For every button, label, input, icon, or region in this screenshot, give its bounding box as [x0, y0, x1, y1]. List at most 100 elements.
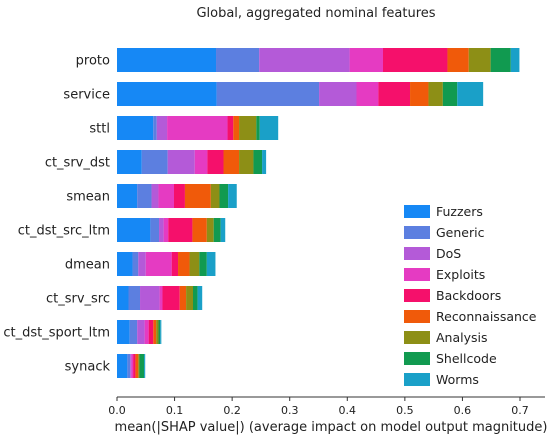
bar-segment-ct-srv-src-shellcode [192, 286, 198, 310]
x-tick-label: 0.0 [108, 404, 126, 417]
y-tick-label: smean [66, 190, 110, 205]
bar-segment-ct-srv-src-backdoors [162, 286, 180, 310]
bar-segment-service-generic [216, 82, 320, 106]
bar-segment-ct-srv-src-analysis [186, 286, 193, 310]
y-tick-label: ct_srv_dst [45, 156, 110, 171]
bar-segment-smean-worms [228, 184, 237, 208]
x-tick-label: 0.5 [396, 404, 414, 417]
bar-segment-proto-generic [216, 48, 260, 72]
bar-segment-synack-worms [144, 354, 146, 378]
bar-segment-service-backdoors [378, 82, 411, 106]
legend-label-analysis: Analysis [436, 330, 488, 345]
bar-segment-ct-srv-src-reconnaissance [179, 286, 187, 310]
bar-segment-proto-shellcode [490, 48, 511, 72]
bar-segment-synack-shellcode [139, 354, 145, 378]
legend-swatch-dos [404, 247, 430, 260]
bar-segment-sttl-shellcode [256, 116, 260, 140]
bar-segment-proto-reconnaissance [447, 48, 469, 72]
bar-segment-service-worms [457, 82, 484, 106]
bar-segment-ct-srv-src-fuzzers [117, 286, 129, 310]
bar-segment-ct-srv-src-dos [140, 286, 160, 310]
legend-swatch-worms [404, 373, 430, 386]
legend-swatch-exploits [404, 268, 430, 281]
y-tick-label: ct_srv_src [46, 292, 110, 307]
bar-segment-ct-srv-dst-backdoors [207, 150, 224, 174]
legend: Fuzzers Generic DoS Exploits Backdoors Reconn… [404, 204, 537, 387]
bar-segment-smean-dos [151, 184, 159, 208]
bar-segment-service-dos [319, 82, 357, 106]
x-axis-label: mean(|SHAP value|) (average impact on mo… [115, 420, 548, 435]
bar-segment-smean-fuzzers [117, 184, 138, 208]
legend-label-generic: Generic [436, 225, 485, 240]
x-tick-label: 0.2 [223, 404, 241, 417]
bar-segment-smean-shellcode [219, 184, 229, 208]
x-tick-label: 0.6 [454, 404, 472, 417]
bar-segment-smean-backdoors [174, 184, 185, 208]
legend-label-backdoors: Backdoors [436, 288, 501, 303]
x-tick-label: 0.1 [166, 404, 184, 417]
bar-segment-proto-backdoors [382, 48, 448, 72]
bar-segment-service-exploits [356, 82, 379, 106]
bar-segment-service-reconnaissance [410, 82, 429, 106]
bar-segment-dmean-worms [206, 252, 216, 276]
bar-segment-synack-analysis [138, 354, 140, 378]
bar-segment-synack-backdoors [133, 354, 136, 378]
bar-segment-smean-analysis [210, 184, 220, 208]
bar-segment-ct-dst-src-ltm-worms [220, 218, 226, 242]
y-tick-label: proto [76, 54, 110, 69]
bar-segment-dmean-exploits [145, 252, 172, 276]
bar-segment-ct-dst-sport-ltm-analysis [156, 320, 159, 344]
bar-segment-ct-srv-dst-fuzzers [117, 150, 142, 174]
chart-title: Global, aggregated nominal features [196, 6, 435, 21]
bar-segment-ct-dst-src-ltm-exploits [163, 218, 169, 242]
y-tick-label: ct_dst_sport_ltm [3, 326, 110, 341]
bar-segment-smean-exploits [158, 184, 174, 208]
bar-segment-sttl-dos [156, 116, 168, 140]
bar-segment-ct-dst-sport-ltm-exploits [144, 320, 149, 344]
bar-segment-sttl-backdoors [227, 116, 234, 140]
bar-segment-sttl-fuzzers [117, 116, 154, 140]
bar-segment-synack-generic [127, 354, 131, 378]
bar-segment-ct-dst-sport-ltm-worms [160, 320, 162, 344]
bar-segment-ct-dst-src-ltm-fuzzers [117, 218, 151, 242]
bar-segment-ct-srv-dst-generic [141, 150, 168, 174]
y-tick-label: synack [65, 360, 111, 375]
bar-segment-dmean-dos [138, 252, 146, 276]
bar-segment-dmean-fuzzers [117, 252, 133, 276]
bar-segment-dmean-reconnaissance [178, 252, 190, 276]
y-tick-label: service [63, 88, 110, 103]
bar-segment-synack-reconnaissance [135, 354, 139, 378]
bar-segment-ct-dst-sport-ltm-reconnaissance [153, 320, 157, 344]
bar-segment-sttl-generic [153, 116, 157, 140]
bar-segment-synack-dos [130, 354, 132, 378]
bar-segment-dmean-shellcode [199, 252, 207, 276]
bar-segment-proto-exploits [349, 48, 383, 72]
bar-segment-ct-dst-src-ltm-reconnaissance [192, 218, 207, 242]
legend-label-shellcode: Shellcode [436, 351, 497, 366]
y-tick-label: dmean [65, 258, 110, 273]
legend-label-exploits: Exploits [436, 267, 485, 282]
x-tick-label: 0.3 [281, 404, 299, 417]
bar-segment-ct-srv-src-exploits [159, 286, 163, 310]
bar-segment-ct-dst-src-ltm-generic [150, 218, 160, 242]
bar-segment-ct-dst-src-ltm-analysis [206, 218, 214, 242]
bar-segment-ct-srv-dst-reconnaissance [223, 150, 240, 174]
bar-segment-proto-worms [510, 48, 520, 72]
legend-swatch-fuzzers [404, 205, 430, 218]
bar-segment-ct-srv-dst-worms [262, 150, 267, 174]
bar-segment-ct-srv-dst-analysis [239, 150, 254, 174]
legend-swatch-analysis [404, 331, 430, 344]
bar-segment-ct-dst-src-ltm-dos [159, 218, 164, 242]
bar-segment-dmean-analysis [189, 252, 200, 276]
bar-segment-service-analysis [428, 82, 443, 106]
x-axis: 0.0 0.1 0.2 0.3 0.4 0.5 0.6 0.7 [108, 396, 545, 417]
bar-segment-sttl-worms [259, 116, 279, 140]
bar-segment-ct-srv-dst-exploits [194, 150, 208, 174]
bar-segment-ct-srv-dst-shellcode [253, 150, 263, 174]
legend-label-dos: DoS [436, 246, 461, 261]
bar-segment-dmean-backdoors [171, 252, 179, 276]
legend-swatch-reconnaissance [404, 310, 430, 323]
bar-segment-smean-generic [137, 184, 152, 208]
